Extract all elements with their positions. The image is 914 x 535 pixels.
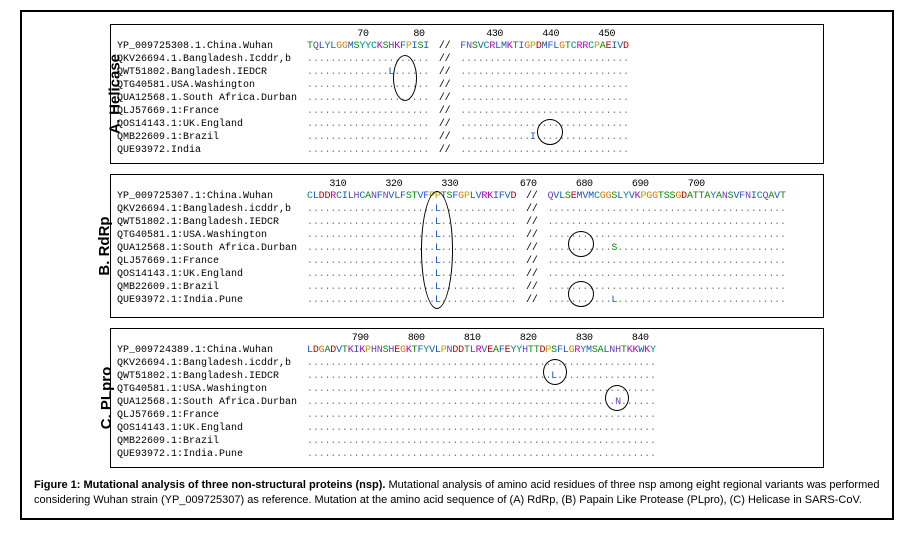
accession-label: QLJ57669.1:France <box>117 105 307 118</box>
sequence: ..................... // ............I..… <box>307 131 629 144</box>
panel-label: A. Helicase <box>107 54 124 134</box>
accession-label: QTG40581.USA.Washington <box>117 79 307 92</box>
alignment-row: QTG40581.1:USA.Washington...............… <box>117 383 817 396</box>
accession-label: QUE93972.1:India.Pune <box>117 448 307 461</box>
alignment-row: YP_009724389.1:China.WuhanLDGADVTKIKPHNS… <box>117 344 817 357</box>
sequence: ......................L............. // … <box>307 203 786 216</box>
alignment-row: YP_009725308.1.China.WuhanTQLYLGGMSYYCKS… <box>117 40 817 53</box>
alignment-row: QWT51802.1:Bangladesh.IEDCR.............… <box>117 370 817 383</box>
accession-label: QTG40581.1:USA.Washington <box>117 383 307 396</box>
sequence: ..................... // ...............… <box>307 144 629 157</box>
alignment-row: QTG40581.USA.Washington.................… <box>117 79 817 92</box>
sequence: ........................................… <box>307 357 656 370</box>
sequence: LDGADVTKIKPHNSHEGKTFYVLPNDDTLRVEAFEYYHTT… <box>307 344 656 357</box>
sequence: ........................................… <box>307 448 656 461</box>
accession-label: QTG40581.1:USA.Washington <box>117 229 307 242</box>
sequence: ..................... // ...............… <box>307 118 629 131</box>
alignment-row: QTG40581.1:USA.Washington...............… <box>117 229 817 242</box>
figure-caption: Figure 1: Mutational analysis of three n… <box>34 478 880 508</box>
panel-plpro: C. PLpro 790 800 810 820 830 840YP_00972… <box>110 328 824 468</box>
alignment-row: QLJ57669.1:France..................... /… <box>117 105 817 118</box>
accession-label: QUA12568.1:South Africa.Durban <box>117 396 307 409</box>
figure-label: Figure 1: Mutational analysis of three n… <box>34 479 385 491</box>
sequence: ..................... // ...............… <box>307 53 629 66</box>
position-ruler: 790 800 810 820 830 840 <box>307 333 817 344</box>
accession-label: QWT51802.1:Bangladesh.IEDCR <box>117 370 307 383</box>
accession-label: QUE93972.1:India.Pune <box>117 294 307 307</box>
panel-label: B. RdRp <box>96 216 113 275</box>
accession-label: QUA12568.1:South Africa.Durban <box>117 242 307 255</box>
sequence: ......................L............. // … <box>307 255 786 268</box>
position-ruler: 310 320 330 670 680 690 700 <box>307 179 817 190</box>
panels-container: A. Helicase 70 80 430 440 450YP_00972530… <box>30 24 884 468</box>
sequence: ........................................… <box>307 383 656 396</box>
sequence: ......................L............. // … <box>307 281 786 294</box>
sequence: ........................................… <box>307 396 656 409</box>
alignment-row: QUA12568.1.South Africa.Durban..........… <box>117 92 817 105</box>
page: A. Helicase 70 80 430 440 450YP_00972530… <box>0 0 914 535</box>
alignment-row: QOS14143.1:UK.England...................… <box>117 422 817 435</box>
accession-label: QOS14143.1:UK.England <box>117 422 307 435</box>
alignment-row: QKV26694.1:Bangladesh.icddr,b...........… <box>117 357 817 370</box>
accession-label: QOS14143.1:UK.England <box>117 268 307 281</box>
alignment-row: QUA12568.1:South Africa.Durban..........… <box>117 242 817 255</box>
alignment-row: QMB22609.1:Brazil......................L… <box>117 281 817 294</box>
sequence: ......................L............. // … <box>307 242 786 255</box>
accession-label: QKV26694.1:Bangladesh.icddr,b <box>117 203 307 216</box>
sequence: ......................L............. // … <box>307 216 786 229</box>
panel-rdrp: B. RdRp 310 320 330 670 680 690 700YP_00… <box>110 174 824 318</box>
panel-label: C. PLpro <box>98 367 115 430</box>
alignment-row: YP_009725307.1:China.WuhanCLDDRCILHCANFN… <box>117 190 817 203</box>
panel-helicase: A. Helicase 70 80 430 440 450YP_00972530… <box>110 24 824 164</box>
alignment-row: QKV26694.1.Bangladesh.Icddr,b...........… <box>117 53 817 66</box>
sequence: ........................................… <box>307 422 656 435</box>
alignment-row: QUE93972.1:India.Pune...................… <box>117 448 817 461</box>
sequence: CLDDRCILHCANFNVLFSTVFPPTSFGPLVRKIFVD // … <box>307 190 786 203</box>
sequence: TQLYLGGMSYYCKSHKFPISI // FNSVCRLMKTIGPDM… <box>307 40 629 53</box>
sequence: ..................... // ...............… <box>307 105 629 118</box>
sequence: ........................................… <box>307 435 656 448</box>
alignment-row: QKV26694.1:Bangladesh.icddr,b...........… <box>117 203 817 216</box>
alignment-row: QWT51802.Bangladesh.IEDCR..............L… <box>117 66 817 79</box>
alignment-row: QOS14143.1:UK.England...................… <box>117 268 817 281</box>
accession-label: QMB22609.1:Brazil <box>117 131 307 144</box>
figure-frame: A. Helicase 70 80 430 440 450YP_00972530… <box>20 10 894 520</box>
sequence: ........................................… <box>307 409 656 422</box>
alignment-row: QUA12568.1:South Africa.Durban..........… <box>117 396 817 409</box>
sequence: ......................L............. // … <box>307 268 786 281</box>
position-ruler: 70 80 430 440 450 <box>307 29 817 40</box>
accession-label: QMB22609.1:Brazil <box>117 435 307 448</box>
sequence: ..............L...... // ...............… <box>307 66 629 79</box>
sequence: ........................................… <box>307 370 656 383</box>
alignment-row: QUE93972.India..................... // .… <box>117 144 817 157</box>
accession-label: QKV26694.1:Bangladesh.icddr,b <box>117 357 307 370</box>
alignment-row: QUE93972.1:India.Pune...................… <box>117 294 817 307</box>
accession-label: YP_009725307.1:China.Wuhan <box>117 190 307 203</box>
alignment-row: QOS14143.1:UK.England...................… <box>117 118 817 131</box>
sequence: ......................L............. // … <box>307 294 786 307</box>
alignment-row: QMB22609.1:Brazil.......................… <box>117 435 817 448</box>
accession-label: QWT51802.Bangladesh.IEDCR <box>117 66 307 79</box>
accession-label: QUA12568.1.South Africa.Durban <box>117 92 307 105</box>
accession-label: QLJ57669.1:France <box>117 255 307 268</box>
alignment-row: QLJ57669.1:France......................L… <box>117 255 817 268</box>
accession-label: QLJ57669.1:France <box>117 409 307 422</box>
alignment-row: QWT51802.1:Bangladesh.IEDCR.............… <box>117 216 817 229</box>
accession-label: QOS14143.1:UK.England <box>117 118 307 131</box>
sequence: ......................L............. // … <box>307 229 786 242</box>
accession-label: YP_009724389.1:China.Wuhan <box>117 344 307 357</box>
sequence: ..................... // ...............… <box>307 79 629 92</box>
accession-label: YP_009725308.1.China.Wuhan <box>117 40 307 53</box>
accession-label: QWT51802.1:Bangladesh.IEDCR <box>117 216 307 229</box>
sequence: ..................... // ...............… <box>307 92 629 105</box>
accession-label: QUE93972.India <box>117 144 307 157</box>
accession-label: QKV26694.1.Bangladesh.Icddr,b <box>117 53 307 66</box>
alignment-row: QMB22609.1:Brazil..................... /… <box>117 131 817 144</box>
accession-label: QMB22609.1:Brazil <box>117 281 307 294</box>
alignment-row: QLJ57669.1:France.......................… <box>117 409 817 422</box>
